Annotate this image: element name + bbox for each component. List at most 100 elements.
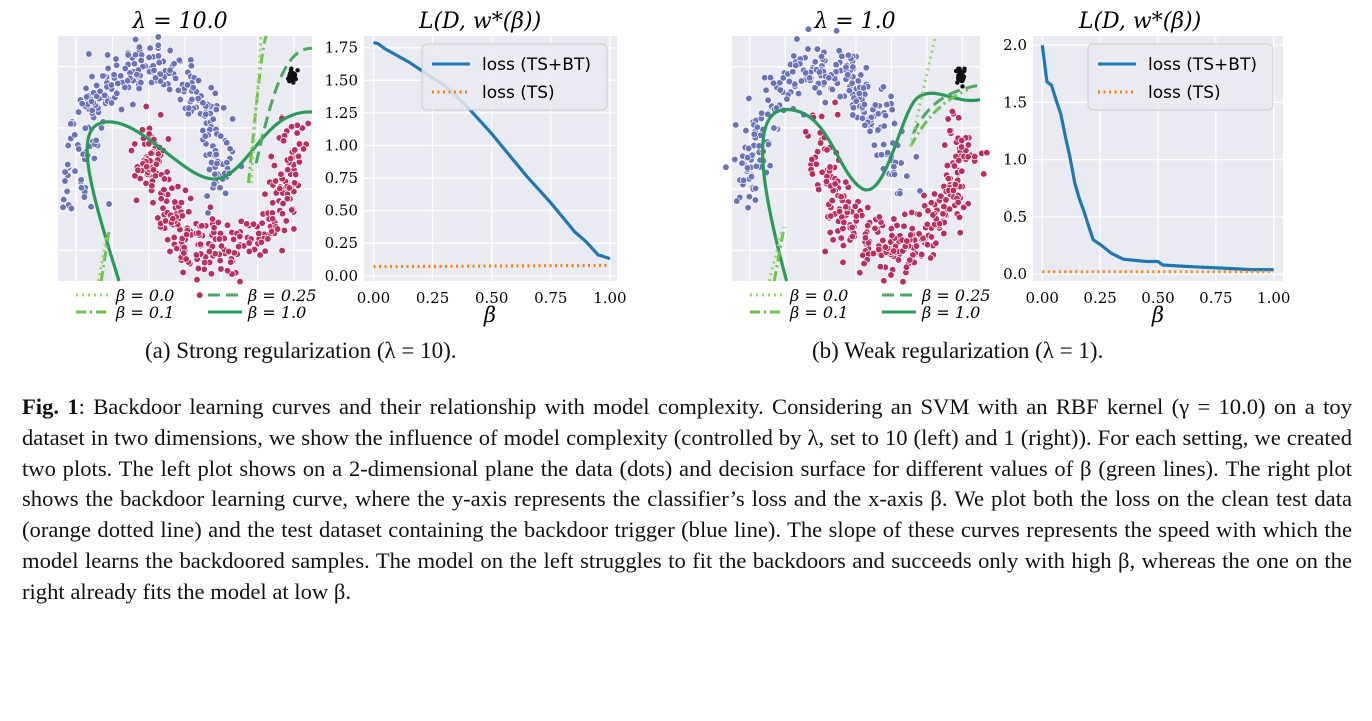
class-red-dot (285, 184, 293, 192)
class-blue-dot (883, 100, 891, 109)
class-blue-dot (112, 61, 121, 69)
class-red-dot (198, 222, 206, 230)
class-blue-dot (194, 76, 203, 85)
class-blue-dot (104, 64, 112, 73)
class-red-dot (900, 222, 908, 230)
x-tick-label: 0.50 (1141, 289, 1174, 307)
class-red-dot (929, 211, 937, 219)
class-red-dot (839, 224, 847, 233)
class-red-dot (277, 170, 285, 178)
class-blue-dot (866, 127, 874, 135)
class-blue-dot (881, 111, 890, 120)
class-red-dot (958, 167, 966, 175)
class-blue-dot (117, 105, 126, 114)
class-red-dot (901, 210, 909, 218)
class-red-dot (890, 247, 898, 255)
class-red-dot (864, 203, 872, 212)
class-blue-dot (861, 121, 869, 129)
class-blue-dot (842, 63, 850, 71)
class-blue-dot (97, 124, 106, 132)
class-blue-dot (217, 132, 225, 140)
boundary-beta-1-b (761, 91, 981, 282)
legend-entry: loss (TS+BT) (482, 55, 591, 75)
class-red-dot (956, 229, 964, 237)
y-tick-label: 0.5 (1003, 208, 1027, 226)
boundary-beta-1-a (85, 110, 313, 282)
class-blue-dot (849, 111, 857, 119)
class-red-dot (261, 190, 269, 198)
class-blue-dot (226, 145, 234, 153)
figure-area: λ = 10.0 β = 0.0 β = 0.25 β = 0.1 β = 1.0 L… (58, 9, 1290, 327)
class-red-dot (159, 204, 167, 212)
class-red-dot (147, 149, 155, 157)
class-red-dot (902, 263, 911, 271)
scatter-legend-entry: β = 0.1 (789, 303, 848, 322)
class-red-dot (932, 239, 940, 247)
class-blue-dot (769, 79, 778, 87)
class-blue-dot (201, 132, 209, 140)
class-red-dot (284, 166, 292, 174)
class-blue-dot (854, 77, 862, 85)
class-red-dot (888, 231, 896, 240)
trigger-point (289, 75, 294, 81)
class-blue-dot (96, 87, 104, 95)
class-red-dot (282, 217, 290, 225)
class-red-dot (245, 247, 253, 256)
class-blue-dot (739, 176, 748, 184)
class-red-dot (215, 235, 224, 243)
trigger-point (953, 68, 959, 74)
class-blue-dot (129, 100, 137, 109)
class-blue-dot (71, 131, 79, 139)
class-red-dot (802, 128, 810, 136)
class-red-dot (946, 127, 954, 135)
class-red-dot (258, 219, 266, 227)
class-red-dot (942, 196, 950, 204)
class-red-dot (182, 230, 191, 239)
class-red-dot (236, 232, 244, 241)
class-red-dot (826, 228, 834, 237)
class-red-dot (887, 271, 895, 279)
class-blue-dot (757, 109, 766, 117)
trigger-point (293, 76, 298, 82)
scatter-legend-b: β = 0.0 β = 0.25 β = 0.1 β = 1.0 (750, 286, 990, 322)
class-blue-dot (828, 85, 837, 94)
class-blue-dot (732, 121, 740, 129)
class-blue-dot (61, 177, 69, 185)
class-blue-dot (792, 61, 800, 70)
class-red-dot (208, 215, 217, 223)
scatter-legend-a: β = 0.0 β = 0.25 β = 0.1 β = 1.0 (76, 286, 316, 322)
class-blue-dot (77, 176, 85, 184)
class-red-dot (269, 199, 277, 207)
class-blue-dot (733, 197, 741, 205)
class-blue-dot (64, 141, 72, 150)
class-blue-dot (888, 106, 896, 114)
y-tick-label: 1.75 (325, 39, 358, 57)
class-red-dot (964, 141, 973, 149)
class-blue-dot (145, 53, 153, 62)
class-blue-dot (211, 170, 219, 178)
class-blue-dot (156, 77, 165, 85)
class-blue-dot (770, 124, 778, 132)
class-red-dot (927, 233, 936, 241)
class-red-dot (890, 215, 898, 223)
class-blue-dot (871, 101, 880, 109)
class-red-dot (823, 146, 831, 154)
class-red-dot (919, 234, 927, 242)
class-blue-dot (896, 189, 904, 198)
boundary-beta-025-a (254, 46, 313, 164)
class-red-dot (939, 210, 947, 218)
class-blue-dot (165, 85, 174, 94)
class-blue-dot (85, 50, 93, 58)
class-red-dot (292, 170, 300, 179)
class-red-dot (861, 234, 870, 242)
legend-box (421, 43, 608, 111)
class-blue-dot (88, 72, 96, 81)
class-red-dot (234, 242, 243, 251)
scatter-legend-entry: β = 0.1 (115, 303, 174, 322)
class-blue-dot (135, 43, 144, 51)
class-red-dot (179, 268, 187, 277)
class-blue-dot (151, 74, 160, 82)
class-red-dot (816, 139, 825, 147)
class-red-dot (181, 186, 190, 194)
class-blue-dot (228, 115, 237, 123)
